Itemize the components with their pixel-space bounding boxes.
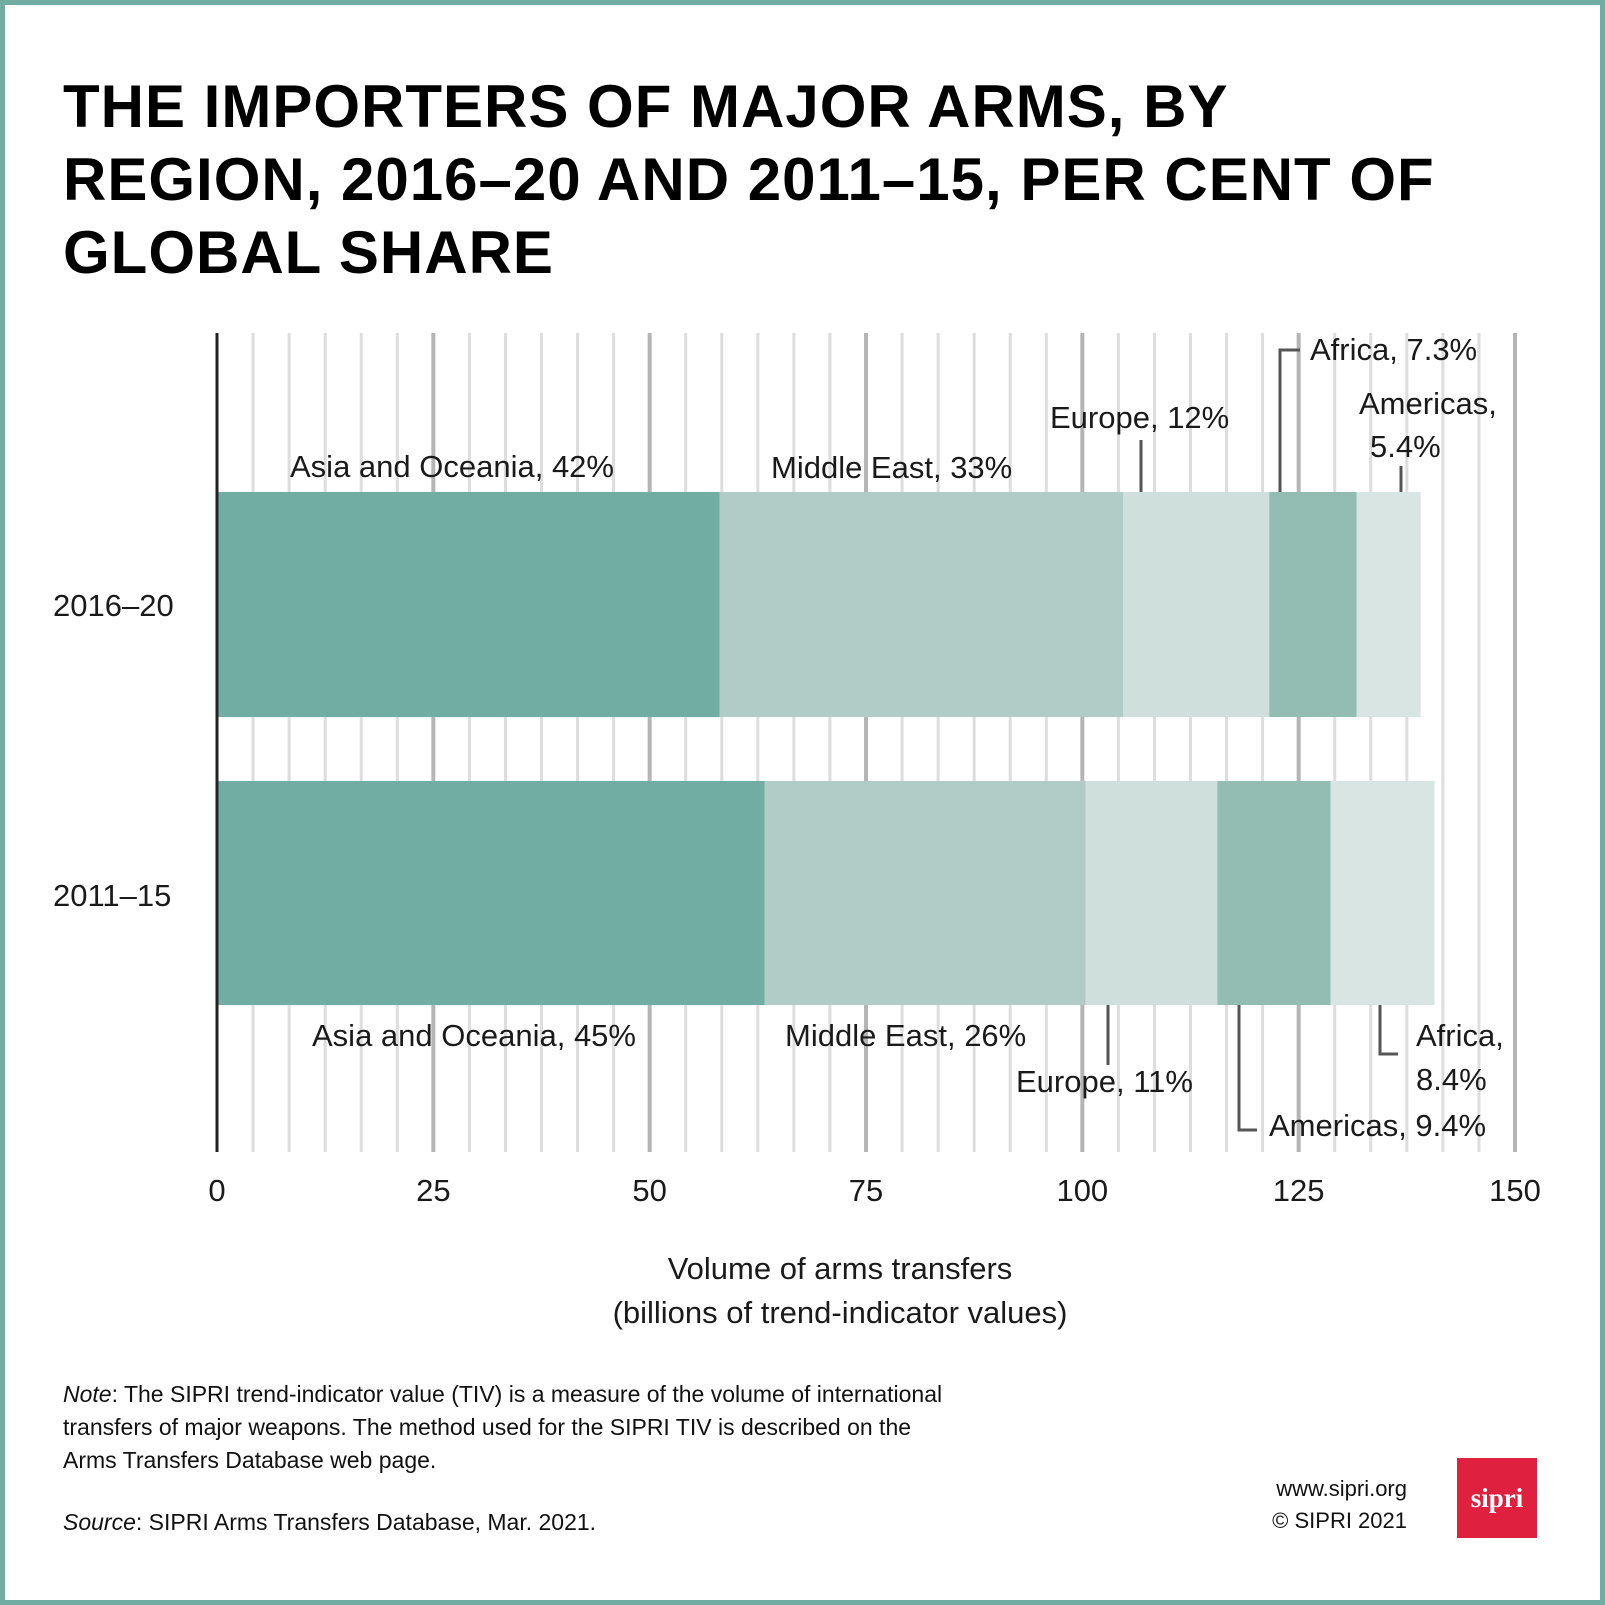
x-tick-label: 50 — [632, 1173, 666, 1208]
y-label-2016-20: 2016–20 — [53, 588, 174, 623]
note-line3: Arms Transfers Database web page. — [63, 1447, 437, 1473]
x-axis-title-line1: Volume of arms transfers — [667, 1251, 1013, 1286]
leader-africa-2016-20 — [1278, 348, 1300, 492]
note-prefix: Note — [63, 1381, 112, 1407]
bar-segment-asia-and-oceania — [217, 492, 720, 717]
bar-segment-europe — [1085, 781, 1218, 1005]
x-tick-label: 0 — [208, 1173, 225, 1208]
bar-segment-americas — [1356, 492, 1421, 717]
note: Note: The SIPRI trend-indicator value (T… — [63, 1378, 942, 1477]
website-url[interactable]: www.sipri.org — [1276, 1476, 1407, 1501]
source-text: : SIPRI Arms Transfers Database, Mar. 20… — [135, 1509, 597, 1535]
copyright: © SIPRI 2021 — [1272, 1508, 1407, 1533]
source: Source: SIPRI Arms Transfers Database, M… — [63, 1506, 596, 1539]
label-middle-east-2016-20: Middle East, 33% — [771, 450, 1013, 485]
bar-segment-middle-east — [764, 781, 1086, 1005]
label-europe-2011-15: Europe, 11% — [1016, 1064, 1193, 1099]
bar-segment-americas — [1217, 781, 1331, 1005]
x-tick-label: 25 — [416, 1173, 450, 1208]
bar-segment-africa — [1330, 781, 1435, 1005]
label-europe-2016-20: Europe, 12% — [1050, 400, 1230, 435]
label-africa-2011-15: Africa, — [1416, 1018, 1504, 1053]
chart-title: THE IMPORTERS OF MAJOR ARMS, BY REGION, … — [63, 73, 1435, 286]
x-tick-label: 75 — [849, 1173, 883, 1208]
bar-segment-africa — [1269, 492, 1357, 717]
x-tick-label: 100 — [1056, 1173, 1108, 1208]
note-line2: transfers of major weapons. The method u… — [63, 1414, 912, 1440]
label-africa-2011-15-value: 8.4% — [1416, 1062, 1487, 1097]
bar-segment-europe — [1123, 492, 1270, 717]
sipri-logo: sipri — [1457, 1458, 1537, 1538]
bar-segment-asia-and-oceania — [217, 781, 765, 1005]
label-americas-2011-15: Americas, 9.4% — [1269, 1108, 1487, 1143]
x-tick-label: 125 — [1273, 1173, 1325, 1208]
label-asia-2011-15: Asia and Oceania, 45% — [312, 1018, 636, 1053]
label-asia-2016-20: Asia and Oceania, 42% — [290, 449, 614, 484]
leader-africa-2011-15 — [1378, 1005, 1398, 1056]
label-africa-2016-20: Africa, 7.3% — [1310, 332, 1478, 367]
label-americas-2016-20: Americas, — [1359, 386, 1497, 421]
bar-segment-middle-east — [719, 492, 1124, 717]
label-americas-2016-20-value: 5.4% — [1370, 429, 1441, 464]
note-line1: : The SIPRI trend-indicator value (TIV) … — [111, 1381, 943, 1407]
y-label-2011-15: 2011–15 — [53, 878, 172, 913]
label-middle-east-2011-15: Middle East, 26% — [785, 1018, 1027, 1053]
x-axis-title-line2: (billions of trend-indicator values) — [612, 1295, 1068, 1330]
leader-americas-2011-15 — [1237, 1005, 1257, 1132]
x-tick-label: 150 — [1489, 1173, 1541, 1208]
source-prefix: Source — [63, 1509, 136, 1535]
